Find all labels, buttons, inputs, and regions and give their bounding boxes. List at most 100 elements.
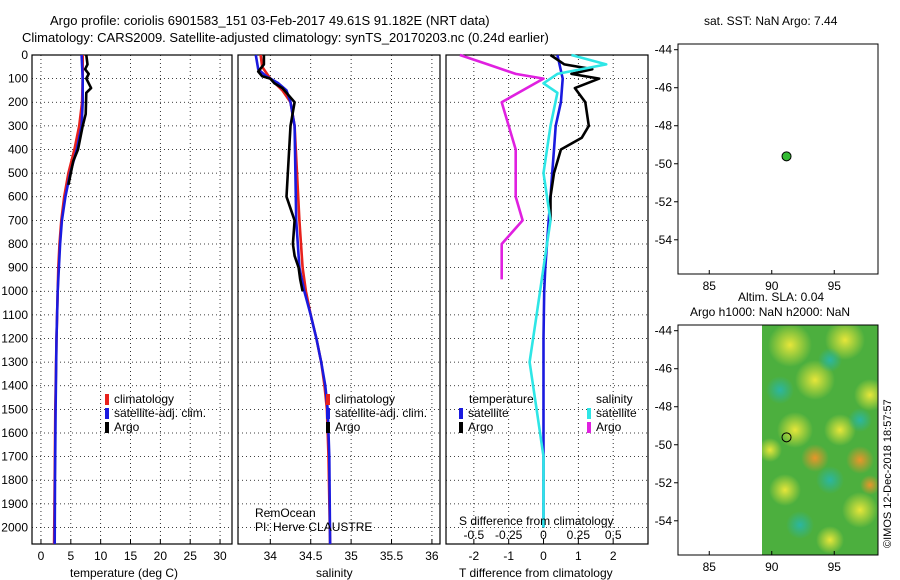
x-tick-label: -1 (503, 549, 514, 563)
x-tick-label: 15 (124, 549, 138, 563)
sla-anomaly (816, 526, 844, 554)
x-tick-label: 34.5 (299, 549, 323, 563)
sla-anomaly (854, 379, 878, 411)
temperature-legend: climatology satellite-adj. clim. Argo (105, 392, 206, 434)
x-tick-label-salinity: 0.5 (605, 528, 622, 542)
legend-temperature-title: temperature (469, 392, 534, 406)
map-y-tick-label: -48 (655, 119, 673, 133)
map-y-tick-label: -50 (655, 157, 673, 171)
x-tick-label-salinity: -0.5 (464, 528, 485, 542)
series-line (254, 54, 332, 545)
map-y-tick-label: -52 (655, 476, 673, 490)
credit-pi: PI: Herve CLAUSTRE (255, 520, 372, 534)
x-tick-label: 35 (344, 549, 358, 563)
x-tick-label: 5 (67, 549, 74, 563)
map-y-tick-label: -44 (655, 324, 673, 338)
depth-tick-label: 1100 (2, 308, 28, 322)
sla-map: -44 -46 -48 -50 -52 -54 85 90 95 (655, 324, 879, 574)
salinity-xlabel: salinity (316, 566, 353, 580)
x-tick-label: 35.5 (380, 549, 404, 563)
depth-tick-label: 1600 (1, 426, 28, 440)
difference-panel: -2 -1 0 1 2 -0.5 -0.25 0 0.25 0.5 (445, 53, 649, 563)
title-line2: Climatology: CARS2009. Satellite-adjuste… (22, 30, 549, 45)
map-y-tick-label: -50 (655, 438, 673, 452)
x-tick-label-salinity: -0.25 (495, 528, 523, 542)
legend-climatology: climatology (335, 392, 395, 406)
difference-xlabel: T difference from climatology (459, 566, 613, 580)
depth-tick-label: 100 (8, 72, 28, 86)
plot-frame (445, 54, 649, 545)
map-x-tick-label: 95 (828, 560, 842, 574)
plot-frame (31, 54, 233, 545)
legend-s-argo: Argo (596, 420, 622, 434)
salinity-legend: climatology satellite-adj. clim. Argo (326, 392, 427, 434)
series-line (67, 54, 93, 186)
map-y-tick-label: -48 (655, 400, 673, 414)
series-line (256, 55, 304, 292)
depth-tick-label: 1000 (1, 284, 28, 298)
map-y-tick-label: -52 (655, 195, 673, 209)
x-tick-label-salinity: 0.25 (567, 528, 591, 542)
series-line (53, 54, 84, 545)
map-x-tick-label: 90 (765, 279, 779, 293)
x-tick-label: -2 (469, 549, 480, 563)
legend-satellite: satellite-adj. clim. (114, 406, 206, 420)
series-line (528, 53, 608, 528)
difference-legend: temperature satellite Argo salinity sate… (459, 392, 637, 434)
x-tick-label: 1 (575, 549, 582, 563)
title-line1: Argo profile: coriolis 6901583_151 03-Fe… (50, 13, 490, 28)
depth-tick-label: 400 (8, 142, 28, 156)
depth-axis: 0 100 200 300 400 500 600 700 800 900 1000 1100 1200… (1, 48, 28, 534)
sla-anomaly (769, 474, 801, 506)
depth-tick-label: 700 (8, 213, 28, 227)
x-tick-label: 2 (610, 549, 617, 563)
sla-anomaly (816, 466, 844, 494)
sla-field (762, 325, 878, 555)
map-x-tick-label: 85 (703, 279, 717, 293)
depth-tick-label: 1400 (1, 379, 28, 393)
legend-salinity-title: salinity (596, 392, 633, 406)
legend-t-argo: Argo (468, 420, 494, 434)
sla-anomaly (860, 475, 878, 495)
x-tick-label: 0 (540, 549, 547, 563)
sla-anomaly (786, 511, 814, 539)
legend-argo: Argo (114, 420, 140, 434)
map-x-tick-label: 95 (828, 279, 842, 293)
map-x-tick-label: 85 (703, 560, 717, 574)
depth-tick-label: 200 (8, 95, 28, 109)
legend-argo: Argo (335, 420, 361, 434)
series-line (549, 53, 601, 221)
x-tick-label: 0 (38, 549, 45, 563)
depth-tick-label: 300 (8, 119, 28, 133)
x-tick-label: 30 (213, 549, 227, 563)
legend-t-satellite: satellite (468, 406, 509, 420)
depth-tick-label: 0 (21, 48, 28, 62)
sla-anomaly (846, 446, 874, 474)
legend-s-satellite: satellite (596, 406, 637, 420)
depth-tick-label: 1900 (1, 497, 28, 511)
map-y-tick-label: -46 (655, 362, 673, 376)
x-tick-label: 34 (264, 549, 278, 563)
credit-project: RemOcean (255, 506, 316, 520)
series-line (459, 53, 545, 280)
sla-anomaly (766, 376, 794, 404)
temperature-panel: 0 5 10 15 20 25 30 (31, 54, 233, 563)
watermark: ©IMOS 12-Dec-2018 18:57:57 (882, 399, 894, 548)
depth-tick-label: 1500 (1, 402, 28, 416)
x-tick-label: 25 (184, 549, 198, 563)
map-frame (677, 324, 879, 556)
sla-anomaly (762, 438, 782, 462)
sla-map-title2: Argo h1000: NaN h2000: NaN (690, 305, 850, 319)
map-frame (677, 43, 879, 275)
depth-tick-label: 500 (8, 166, 28, 180)
map-y-tick-label: -54 (655, 514, 673, 528)
depth-tick-label: 1700 (1, 450, 28, 464)
argo-position-marker (781, 151, 792, 162)
sst-map: -44 -46 -48 -50 -52 -54 85 90 95 (655, 43, 879, 293)
temperature-xlabel: temperature (deg C) (70, 566, 178, 580)
depth-tick-label: 800 (8, 237, 28, 251)
x-tick-label: 36 (425, 549, 439, 563)
depth-tick-label: 1200 (1, 331, 28, 345)
sla-anomaly (768, 325, 812, 367)
difference-xlabel-top: S difference from climatology (459, 514, 614, 528)
